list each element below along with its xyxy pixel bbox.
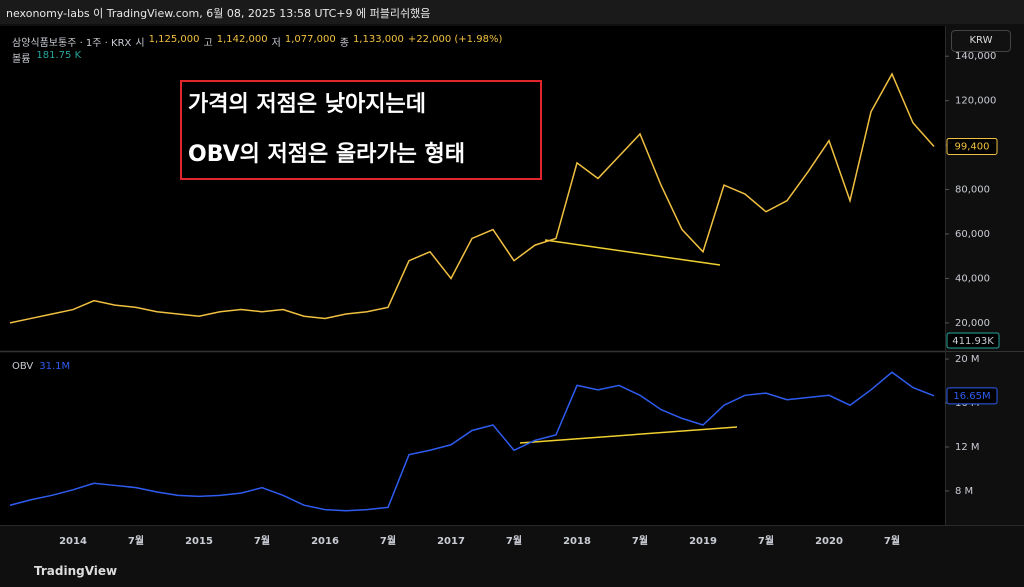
x-tick-label: 2017 [437,536,465,547]
volume-legend: 볼륨 181.75 K [12,50,81,65]
trend-line [544,239,721,266]
footer: TradingView [34,564,118,578]
label: 시 [135,38,145,49]
y-tick-label: 40,000 [955,273,990,284]
price-pane [0,26,945,350]
value: 1,142,000 [216,34,268,45]
annotation-line: OBV의 저점은 올라가는 형태 [188,142,465,167]
x-tick-label: 7월 [254,535,270,547]
label: OBV [12,361,34,372]
obv-pane [0,353,945,525]
x-tick-label: 7월 [884,535,900,547]
label: 고 [203,38,213,49]
y-tick-label: 140,000 [955,51,996,62]
x-tick-label: 2016 [311,536,339,547]
last-value-label: 16.65M [953,391,990,402]
trend-line [519,426,738,444]
x-tick-label: 7월 [758,535,774,547]
annotation-line: 가격의 저점은 낮아지는데 [188,92,426,117]
x-tick-label: 2018 [563,536,591,547]
y-tick-label: 60,000 [955,229,990,240]
header: nexonomy-labs 이 TradingView.com, 6월 08, … [6,7,431,20]
y-tick-label: 20 M [955,354,980,365]
x-tick-label: 7월 [632,535,648,547]
value: 1,133,000 [352,34,404,45]
legend: 삼양식품보통주 · 1주 · KRX 시 1,125,000 고 1,142,000… [12,34,502,49]
x-tick-label: 2020 [815,536,843,547]
symbol: 삼양식품보통주 · 1주 · KRX [12,38,132,49]
x-tick-label: 2014 [59,536,87,547]
top-bar [0,0,1024,24]
label: 저 [271,38,281,49]
value: 31.1M [39,361,71,372]
x-tick-label: 7월 [506,535,522,547]
last-value-box [946,137,998,155]
data-line [9,72,935,324]
obv-legend: OBV 31.1M [12,361,70,372]
x-tick-label: 7월 [380,535,396,547]
annotation: 가격의 저점은 낮아지는데 OBV의 저점은 올라가는 형태 [180,80,542,180]
y-tick-label: 8 M [955,486,973,497]
y-tick-label: 12 M [955,442,980,453]
change: +22,000 (+1.98%) [407,34,503,45]
data-line [9,371,935,512]
value: 1,077,000 [284,34,336,45]
volume-value-label: 411.93K [952,336,994,347]
value: 181.75 K [36,50,82,61]
volume-value-box [946,332,1000,349]
last-value-label: 99,400 [955,141,990,152]
x-tick-label: 7월 [128,535,144,547]
y-tick-label: 80,000 [955,185,990,196]
currency-button[interactable]: KRW [951,30,1011,52]
y-tick-label: 20,000 [955,318,990,329]
label: 볼륨 [12,54,31,65]
last-value-box [946,387,998,405]
label: 종 [339,38,349,49]
x-tick-label: 2019 [689,536,717,547]
y-tick-label: 120,000 [955,96,996,107]
value: 1,125,000 [148,34,200,45]
x-tick-label: 2015 [185,536,213,547]
